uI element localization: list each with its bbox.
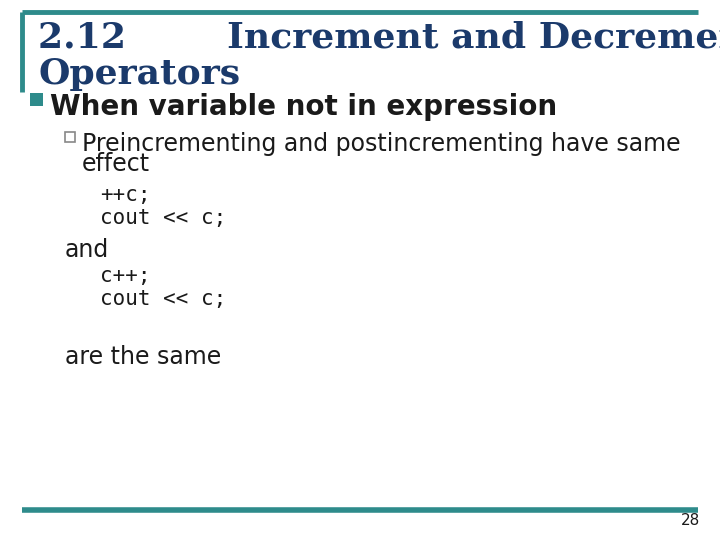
Text: cout << c;: cout << c;	[100, 208, 226, 228]
Text: 28: 28	[680, 513, 700, 528]
Text: ++c;: ++c;	[100, 185, 150, 205]
Text: cout << c;: cout << c;	[100, 289, 226, 309]
Bar	[65, 132, 75, 142]
Text: When variable not in expression: When variable not in expression	[50, 93, 557, 121]
Text: effect: effect	[82, 152, 150, 176]
Text: c++;: c++;	[100, 266, 150, 286]
Text: are the same: are the same	[65, 345, 221, 369]
Text: Preincrementing and postincrementing have same: Preincrementing and postincrementing hav…	[82, 132, 680, 156]
Bar	[30, 93, 43, 106]
Text: Operators: Operators	[38, 57, 240, 91]
Text: 2.12        Increment and Decrement: 2.12 Increment and Decrement	[38, 20, 720, 54]
Text: and: and	[65, 238, 109, 262]
